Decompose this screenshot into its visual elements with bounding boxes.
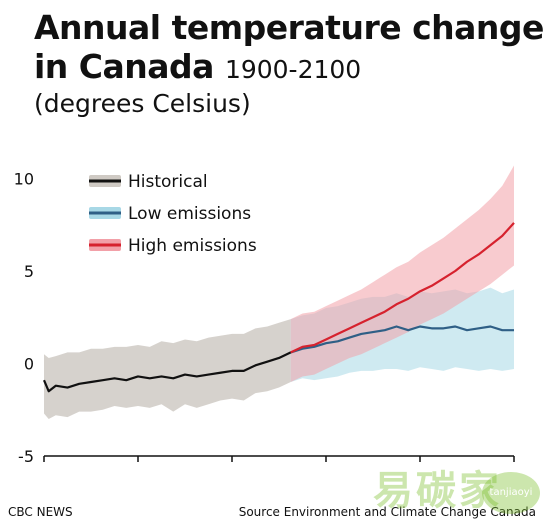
credit-label: CBC NEWS xyxy=(8,505,73,519)
chart-units-label: (degrees Celsius) xyxy=(34,89,251,118)
y-tick-label: 0 xyxy=(24,355,34,374)
x-tick-label: 1940 xyxy=(118,469,159,470)
x-tick-label: 1980 xyxy=(212,469,253,470)
legend-label: High emissions xyxy=(128,236,257,256)
high-emissions-range-band xyxy=(290,165,514,382)
x-tick-label: 2100 xyxy=(494,469,535,470)
y-tick-label: -5 xyxy=(18,447,34,466)
chart-title: Annual temperature change in Canada 1900… xyxy=(34,8,544,89)
chart-title-range: 1900-2100 xyxy=(224,55,362,84)
y-tick-label: 10 xyxy=(14,170,34,189)
historical-line xyxy=(42,351,292,393)
chart-title-main: Annual temperature change in Canada xyxy=(34,8,544,86)
source-label: Source Environment and Climate Change Ca… xyxy=(238,505,536,519)
low-emissions-line xyxy=(290,325,514,354)
x-tick-label: 2060 xyxy=(400,469,441,470)
chart-plot: 1900 1940 1980 2020 2060 2100 -5 0 5 10 Historical… xyxy=(14,165,535,470)
legend-label: Historical xyxy=(128,172,208,192)
x-tick-label: 1900 xyxy=(24,469,65,470)
y-tick-label: 5 xyxy=(24,262,34,281)
legend-label: Low emissions xyxy=(128,204,251,224)
high-emissions-line xyxy=(290,222,515,354)
historical-range-band xyxy=(44,319,291,419)
x-tick-label: 2020 xyxy=(306,469,347,470)
